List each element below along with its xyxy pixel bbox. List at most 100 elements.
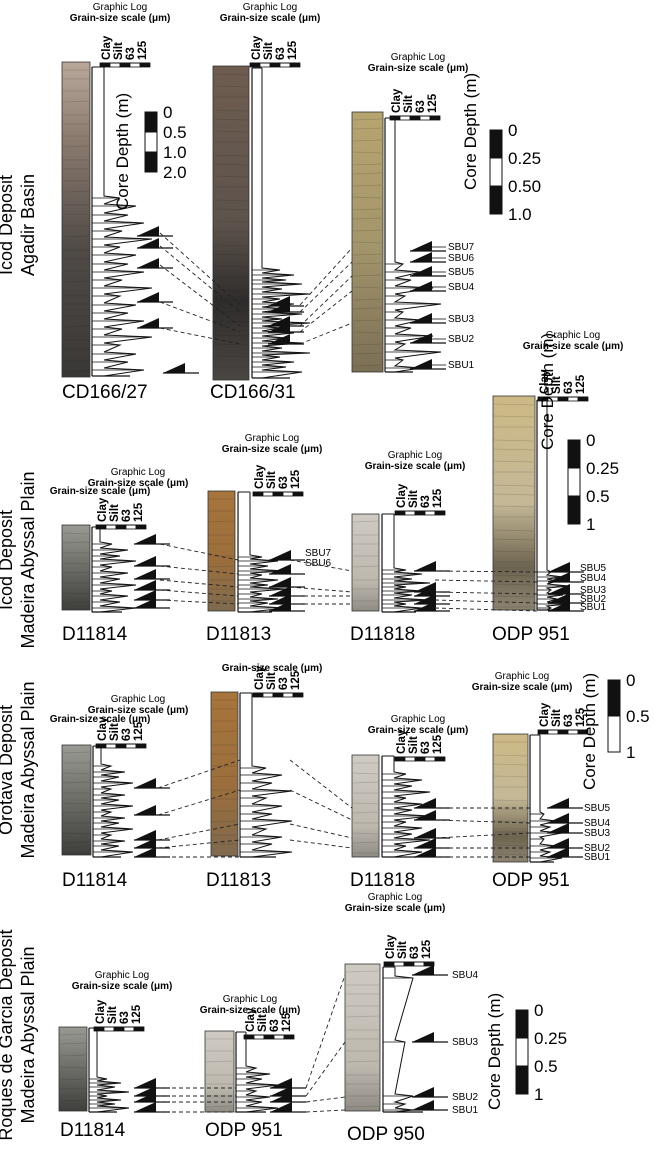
flag-r3c1-3 xyxy=(134,838,156,848)
correlation-line xyxy=(299,247,353,306)
core-image xyxy=(210,691,239,857)
scale-tick xyxy=(252,692,264,698)
flag-r1c1-0 xyxy=(137,226,159,236)
scale-tick xyxy=(269,62,281,68)
core-ODP951-c xyxy=(204,1030,235,1113)
flag-r2c4-3 xyxy=(548,593,570,603)
flag-r4c2-2 xyxy=(270,1092,292,1102)
lamination xyxy=(213,175,249,178)
core-ODP951-b xyxy=(492,733,529,863)
r1c2-title: Graphic Log xyxy=(243,2,297,13)
grain-label-clay: Clay xyxy=(254,665,266,690)
correlation-line xyxy=(159,543,239,561)
flag-r4c2-3 xyxy=(270,1102,292,1112)
r2c1-title: Graphic Log xyxy=(111,467,165,478)
scale-tick xyxy=(282,692,294,698)
r3c1-title: Graphic Log xyxy=(111,694,165,705)
core-image xyxy=(61,524,91,611)
grain-label-silt: Silt xyxy=(263,42,275,60)
scale-tick xyxy=(383,961,395,967)
grain-label-125: 125 xyxy=(133,502,145,522)
correlation-line xyxy=(159,589,239,597)
correlation-line xyxy=(159,264,241,327)
depth-segment xyxy=(144,111,158,133)
grain-label-63: 63 xyxy=(125,47,137,60)
core-label-r3c2: D11813 xyxy=(206,870,271,891)
flag-r2c4-1 xyxy=(548,572,570,582)
correlation-line xyxy=(289,839,353,849)
depth-scale-r3: 0 0.5 1 Core Depth (m) xyxy=(580,671,650,790)
lamination xyxy=(352,319,383,322)
lamination xyxy=(352,781,379,784)
flag-r1c3-3 xyxy=(410,281,432,291)
sbu-label-r4-sbu4: SBU4 xyxy=(452,970,479,981)
grain-label-silt: Silt xyxy=(551,709,563,727)
r3c1-header: Clay Silt 63 125 xyxy=(95,716,147,749)
lamination xyxy=(352,307,383,310)
grain-label-125: 125 xyxy=(290,670,302,690)
depth-segment xyxy=(567,439,581,469)
scale-tick xyxy=(123,1026,135,1032)
grain-label-125: 125 xyxy=(290,469,302,489)
row-label-basin-3: Madeira Abyssal Plain xyxy=(18,681,38,858)
flag-r3c3-1 xyxy=(414,810,436,820)
depth-tick-label: 0.5 xyxy=(626,707,650,726)
lamination xyxy=(62,832,91,835)
log-D11813-b xyxy=(239,692,293,858)
depth-segment xyxy=(489,129,503,159)
core-image xyxy=(207,490,236,612)
lamination xyxy=(62,145,90,148)
r4c2-header: Clay Silt 63 125 xyxy=(243,1007,295,1040)
correlation-line xyxy=(299,322,353,345)
scale-tick xyxy=(577,396,589,402)
lamination xyxy=(208,565,235,568)
grain-label-63: 63 xyxy=(275,47,287,60)
depth-segment xyxy=(607,715,621,753)
flag-r3c4-0 xyxy=(547,798,569,808)
flag-r2c2-5 xyxy=(269,601,291,611)
r2c4-header: Clay Silt 63 125 xyxy=(537,369,589,402)
lamination xyxy=(213,73,249,76)
lamination xyxy=(59,1033,87,1036)
flag-r3c3-0 xyxy=(414,798,436,808)
log-profile xyxy=(100,746,134,858)
log-ODP950 xyxy=(382,966,423,1113)
log-profile xyxy=(99,527,137,613)
lamination xyxy=(352,217,383,220)
depth-tick-label: 0.25 xyxy=(508,149,541,168)
scale-tick xyxy=(404,510,416,516)
lamination xyxy=(493,775,528,778)
lamination xyxy=(205,1060,234,1063)
lamination xyxy=(352,196,383,199)
lamination xyxy=(493,448,535,451)
flag-r1c2-1 xyxy=(268,302,290,312)
scale-tick xyxy=(414,510,426,516)
depth-tick-label: 0.5 xyxy=(586,487,610,506)
flag-r4c3-3 xyxy=(412,1100,434,1110)
depth-tick-label: 0.5 xyxy=(534,1057,558,1076)
lamination xyxy=(345,970,380,973)
lamination xyxy=(493,853,528,856)
scale-tick xyxy=(119,62,131,68)
lamination xyxy=(213,154,249,157)
core-image xyxy=(492,395,536,611)
sbu-label-r1-sbu6: SBU6 xyxy=(448,253,475,264)
scale-tick xyxy=(273,1034,285,1040)
correlation-line xyxy=(159,579,239,588)
flag-r1c2-3 xyxy=(268,322,290,332)
core-image xyxy=(204,1030,235,1113)
lamination xyxy=(62,811,91,814)
lamination xyxy=(352,208,383,211)
log-profile xyxy=(96,1028,130,1113)
lamination xyxy=(493,484,535,487)
lamination xyxy=(213,265,249,268)
log-D11814-b xyxy=(92,745,134,858)
sbu-label-r4-sbu2: SBU2 xyxy=(452,1092,479,1103)
sbu-label-r2-sbu7: SBU7 xyxy=(305,548,332,559)
core-D11813-b xyxy=(210,691,239,857)
correlation-line xyxy=(434,832,531,839)
grain-label-clay: Clay xyxy=(385,934,397,959)
core-D11814-c xyxy=(58,1026,88,1112)
grain-label-63: 63 xyxy=(278,677,290,690)
sbu-label-r3-sbu1: SBU1 xyxy=(584,852,611,863)
